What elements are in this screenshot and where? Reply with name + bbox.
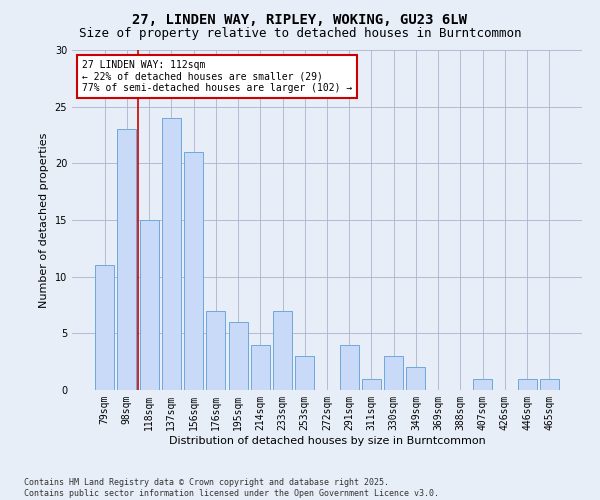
Bar: [162, 118, 181, 390]
Text: Contains HM Land Registry data © Crown copyright and database right 2025.
Contai: Contains HM Land Registry data © Crown c…: [24, 478, 439, 498]
Bar: [340, 344, 359, 390]
Bar: [473, 378, 492, 390]
Bar: [273, 310, 292, 390]
Bar: [540, 378, 559, 390]
Bar: [206, 310, 225, 390]
Text: Size of property relative to detached houses in Burntcommon: Size of property relative to detached ho…: [79, 28, 521, 40]
Text: 27 LINDEN WAY: 112sqm
← 22% of detached houses are smaller (29)
77% of semi-deta: 27 LINDEN WAY: 112sqm ← 22% of detached …: [82, 60, 352, 94]
Bar: [406, 368, 425, 390]
Bar: [518, 378, 536, 390]
Bar: [295, 356, 314, 390]
Bar: [229, 322, 248, 390]
Bar: [362, 378, 381, 390]
Bar: [118, 130, 136, 390]
Bar: [140, 220, 158, 390]
Y-axis label: Number of detached properties: Number of detached properties: [39, 132, 49, 308]
X-axis label: Distribution of detached houses by size in Burntcommon: Distribution of detached houses by size …: [169, 436, 485, 446]
Bar: [184, 152, 203, 390]
Text: 27, LINDEN WAY, RIPLEY, WOKING, GU23 6LW: 27, LINDEN WAY, RIPLEY, WOKING, GU23 6LW: [133, 12, 467, 26]
Bar: [384, 356, 403, 390]
Bar: [251, 344, 270, 390]
Bar: [95, 266, 114, 390]
